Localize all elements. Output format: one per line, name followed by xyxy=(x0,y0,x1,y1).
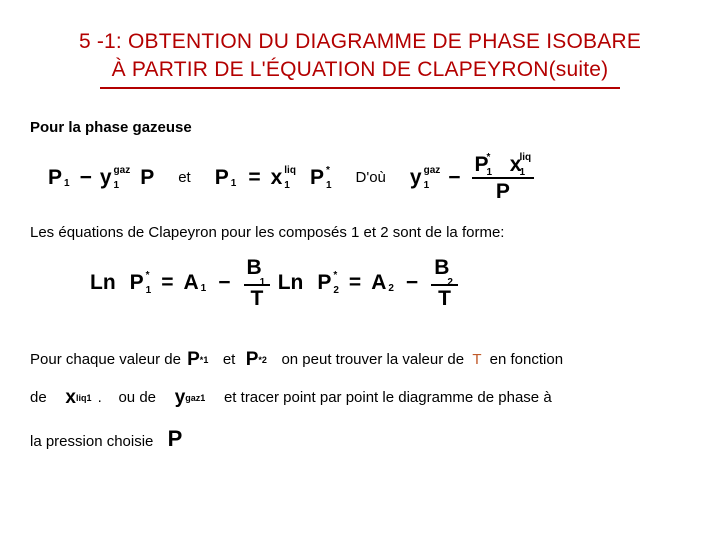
tail-line-2: de xliq1 . ou de ygaz1 et tracer point p… xyxy=(30,379,690,417)
eq-clapeyron-2: Ln P*2 = A2 − B2 T xyxy=(278,257,461,309)
inline-T: T xyxy=(472,351,481,368)
inline-xliq: xliq1 xyxy=(65,379,91,417)
inline-p1star: P*1 xyxy=(187,341,208,379)
tail-line-1: Pour chaque valeur de P*1 et P*2 on peut… xyxy=(30,341,690,379)
title-underline-wrap xyxy=(30,87,690,89)
clapeyron-intro-text: Les équations de Clapeyron pour les comp… xyxy=(30,224,690,241)
equation-row: P1 − y gaz1 P et P1 = x liq1 P *1 D'où y… xyxy=(30,154,690,202)
inline-p2star: P*2 xyxy=(246,341,267,379)
clapeyron-equations: Ln P*1 = A1 − B1 T Ln P*2 = A2 − B2 T xyxy=(90,257,690,323)
inline-ygaz: ygaz1 xyxy=(175,379,206,417)
connector-et-1: et xyxy=(178,169,191,186)
subheading-gas-phase: Pour la phase gazeuse xyxy=(30,119,690,136)
eq-ygaz-fraction: y gaz1 − P*1 xliq1 P xyxy=(410,154,537,202)
connector-dou: D'où xyxy=(356,169,386,186)
tail-line-3: la pression choisie P xyxy=(30,417,690,461)
title-line-1: 5 -1: OBTENTION DU DIAGRAMME DE PHASE IS… xyxy=(79,30,641,53)
inline-P-final: P xyxy=(168,426,183,451)
slide-title: 5 -1: OBTENTION DU DIAGRAMME DE PHASE IS… xyxy=(38,28,682,85)
title-line-2: À PARTIR DE L'ÉQUATION DE CLAPEYRON(suit… xyxy=(112,58,609,81)
eq-p1-ygaz-p: P1 − y gaz1 P xyxy=(48,166,154,190)
eq-clapeyron-1: Ln P*1 = A1 − B1 T xyxy=(90,257,273,309)
title-underline xyxy=(100,87,620,89)
eq-p1-xliq-p1star: P1 = x liq1 P *1 xyxy=(215,166,332,190)
